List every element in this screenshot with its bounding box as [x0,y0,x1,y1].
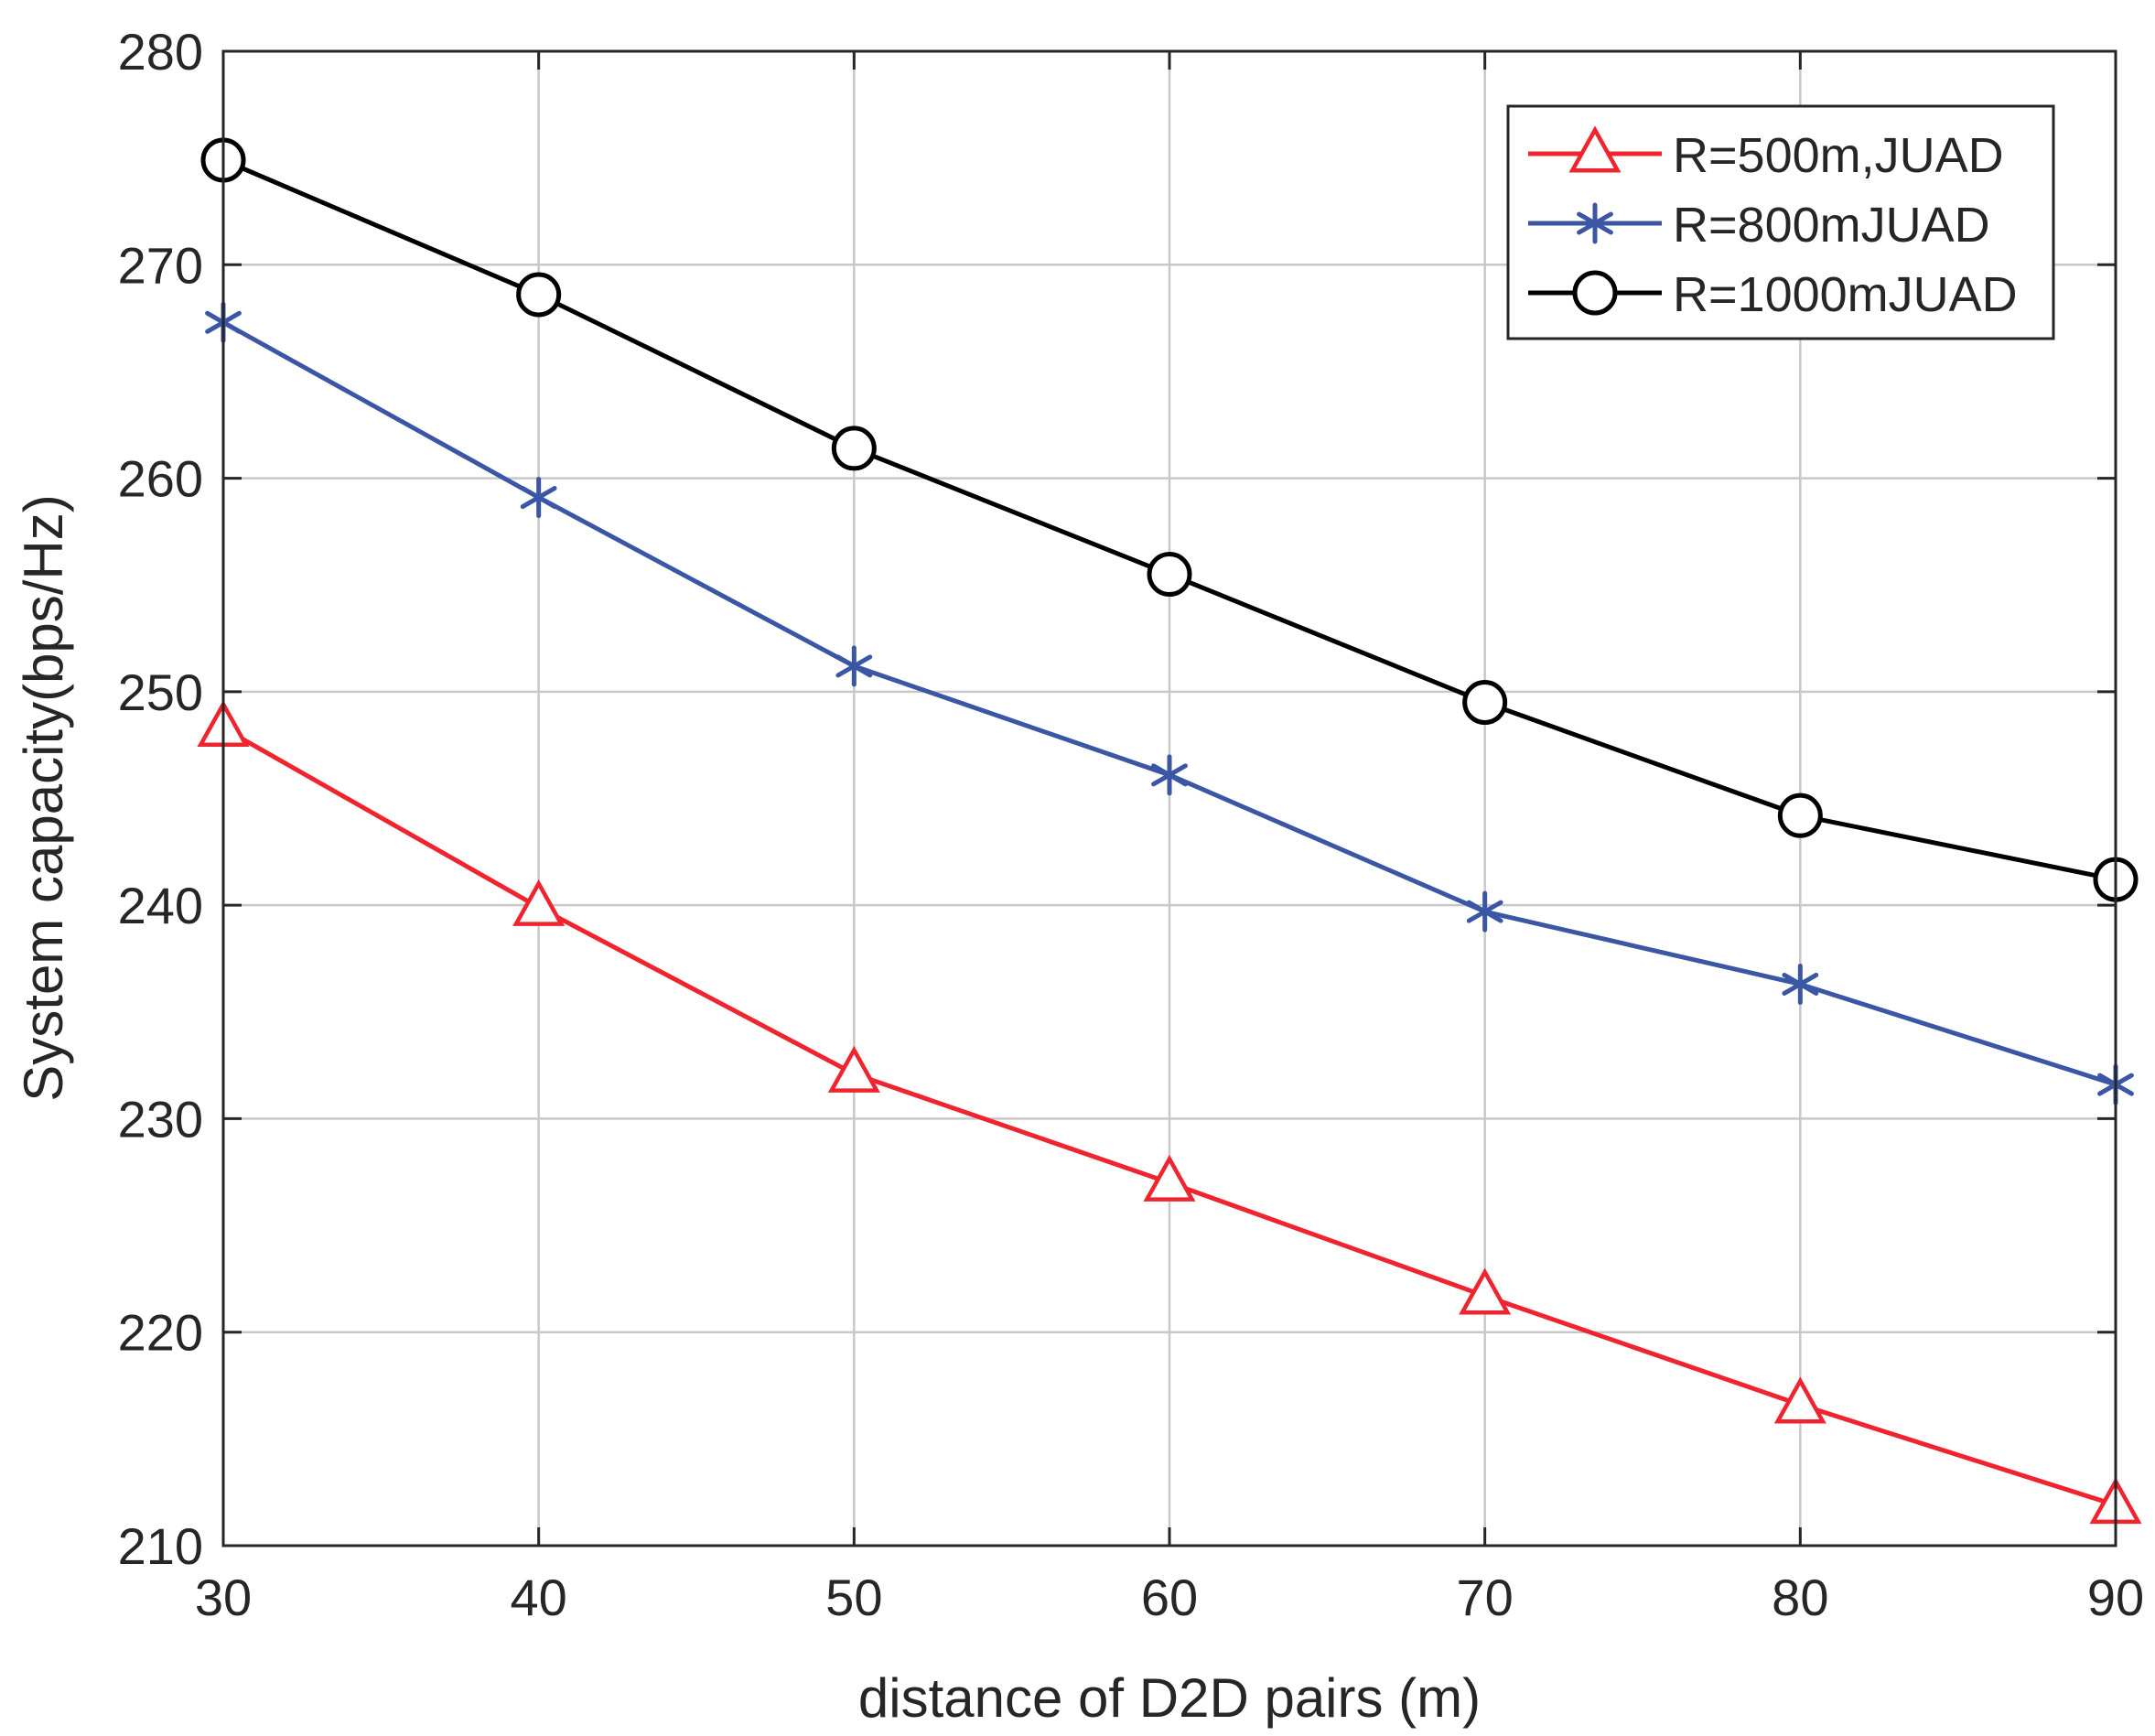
data-point-marker-stroke [835,654,873,678]
x-tick-label: 40 [511,1569,567,1626]
x-tick-label: 50 [825,1569,882,1626]
data-point-marker [516,272,562,318]
data-point-marker [1782,963,1819,1005]
legend-label: R=500m,JUAD [1673,128,2004,183]
y-tick-label: 230 [118,1090,203,1148]
y-tick-label: 210 [118,1517,203,1575]
y-tick-label: 260 [118,450,203,508]
legend: R=500m,JUAD R=800mJUAD R=1000mJUAD [1506,104,2055,340]
data-point-marker-stroke [520,486,557,510]
x-tick-label: 90 [2087,1569,2144,1626]
y-tick-label: 240 [118,877,203,934]
y-tick-label: 270 [118,236,203,294]
y-tick-label: 250 [118,663,203,721]
data-point-marker [1466,890,1503,933]
data-point-marker [831,426,877,471]
data-point-marker [520,477,557,519]
data-point-marker [1147,552,1192,598]
axis-ticks: 30 40 50 60 70 80 90 210 220 230 240 250 260 270 280 [118,23,2145,1626]
y-axis-label: System capacity(bps/Hz) [13,494,74,1102]
data-point-marker-stroke [1782,972,1819,996]
y-tick-label: 220 [118,1304,203,1362]
data-point-marker [1773,1376,1826,1424]
legend-marker [1577,202,1613,244]
legend-marker [1568,125,1622,173]
legend-label: R=1000mJUAD [1673,267,2018,322]
y-tick-label: 280 [118,23,203,81]
x-tick-label: 30 [195,1569,252,1626]
legend-marker-stroke [1577,211,1613,235]
x-axis-label: distance of D2D pairs (m) [858,1667,1481,1729]
x-tick-label: 60 [1141,1569,1198,1626]
legend-label: R=800mJUAD [1673,198,1990,253]
data-point-marker [827,1045,880,1093]
data-point-marker [1462,680,1508,726]
data-point-marker [1143,1154,1196,1202]
x-tick-label: 70 [1457,1569,1514,1626]
data-point-marker [1777,793,1823,838]
series-layer [197,137,2142,1525]
data-point-marker [835,645,873,687]
data-point-marker-stroke [1151,763,1188,787]
data-point-marker [1151,754,1188,796]
x-tick-label: 80 [1772,1569,1828,1626]
legend-marker [1572,270,1618,316]
data-point-marker [512,879,566,926]
data-point-marker [1459,1267,1512,1315]
data-point-marker-stroke [1466,900,1503,923]
